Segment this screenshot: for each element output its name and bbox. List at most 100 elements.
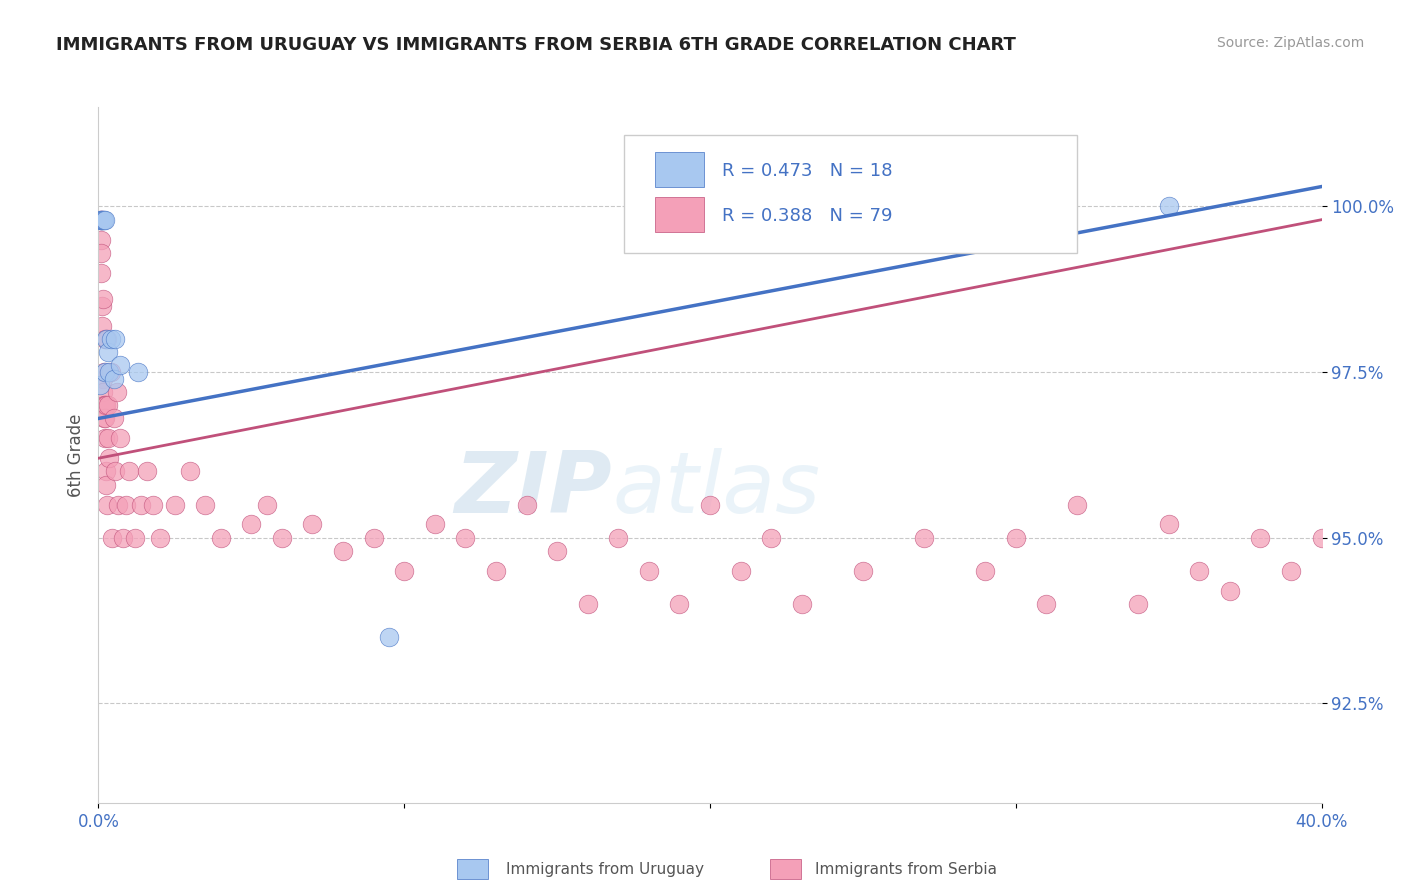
Point [93,398,115,412]
Point [94,411,117,425]
Point [94,365,117,379]
Point [94,465,117,479]
Point [93,212,115,227]
Point [90,212,112,227]
Point [89,378,111,392]
Point [699,498,721,512]
Point [790,597,813,611]
Point [94,332,117,346]
Point [1188,564,1211,578]
Point [1004,531,1026,545]
Text: Source: ZipAtlas.com: Source: ZipAtlas.com [1216,36,1364,50]
Point [91,372,114,386]
Point [93,411,115,425]
Point [94,332,117,346]
Point [142,498,165,512]
Point [363,531,385,545]
Point [423,517,446,532]
Point [91,212,114,227]
Point [93,365,115,379]
Point [136,465,159,479]
Point [1279,564,1302,578]
Point [1035,597,1057,611]
Text: IMMIGRANTS FROM URUGUAY VS IMMIGRANTS FROM SERBIA 6TH GRADE CORRELATION CHART: IMMIGRANTS FROM URUGUAY VS IMMIGRANTS FR… [56,36,1017,54]
Bar [655,197,704,232]
Point [93,398,115,412]
Point [576,597,599,611]
Point [270,531,294,545]
Point [94,398,117,412]
Point [209,531,232,545]
Point [91,212,114,227]
Point [97,431,120,445]
Point [96,332,118,346]
Point [240,517,263,532]
Point [392,564,416,578]
Point [1341,597,1364,611]
Point [89,212,111,227]
Point [98,451,121,466]
Point [91,318,114,333]
Bar [655,153,704,187]
Point [104,332,127,346]
Point [90,299,112,313]
Point [1219,583,1241,598]
Point [127,365,149,379]
Text: atlas: atlas [612,448,820,532]
Point [378,630,401,644]
Point [1250,531,1272,545]
Text: Immigrants from Uruguay: Immigrants from Uruguay [506,863,704,877]
Point [94,431,117,445]
Point [1310,531,1333,545]
Point [485,564,508,578]
Point [124,531,146,545]
Point [91,292,114,306]
Point [546,544,568,558]
Point [90,233,112,247]
Point [129,498,152,512]
FancyBboxPatch shape [624,135,1077,253]
Point [454,531,477,545]
Point [607,531,630,545]
Point [108,431,131,445]
Point [104,465,127,479]
Point [103,411,125,425]
Point [107,498,129,512]
Point [97,345,120,359]
Point [96,477,118,491]
Point [912,531,935,545]
Point [105,384,128,399]
Point [100,365,122,379]
Point [516,498,538,512]
Point [97,398,120,412]
Text: ZIP: ZIP [454,448,612,532]
Y-axis label: 6th Grade: 6th Grade [66,413,84,497]
Text: R = 0.388   N = 79: R = 0.388 N = 79 [723,207,893,226]
Point [118,465,141,479]
Point [101,531,124,545]
Point [179,465,201,479]
Point [90,212,112,227]
Point [163,498,186,512]
Text: R = 0.473   N = 18: R = 0.473 N = 18 [723,162,893,180]
Point [90,266,112,280]
Point [1128,597,1150,611]
Point [90,212,112,227]
Point [108,359,131,373]
Point [637,564,661,578]
Point [332,544,354,558]
Point [256,498,278,512]
Point [301,517,323,532]
Point [974,564,997,578]
Point [1157,517,1180,532]
Point [96,498,118,512]
Point [111,531,134,545]
Point [98,365,121,379]
Point [761,531,783,545]
Point [1066,498,1088,512]
Point [730,564,752,578]
Text: Immigrants from Serbia: Immigrants from Serbia [815,863,997,877]
Point [100,332,122,346]
Point [91,384,114,399]
Point [90,245,112,260]
